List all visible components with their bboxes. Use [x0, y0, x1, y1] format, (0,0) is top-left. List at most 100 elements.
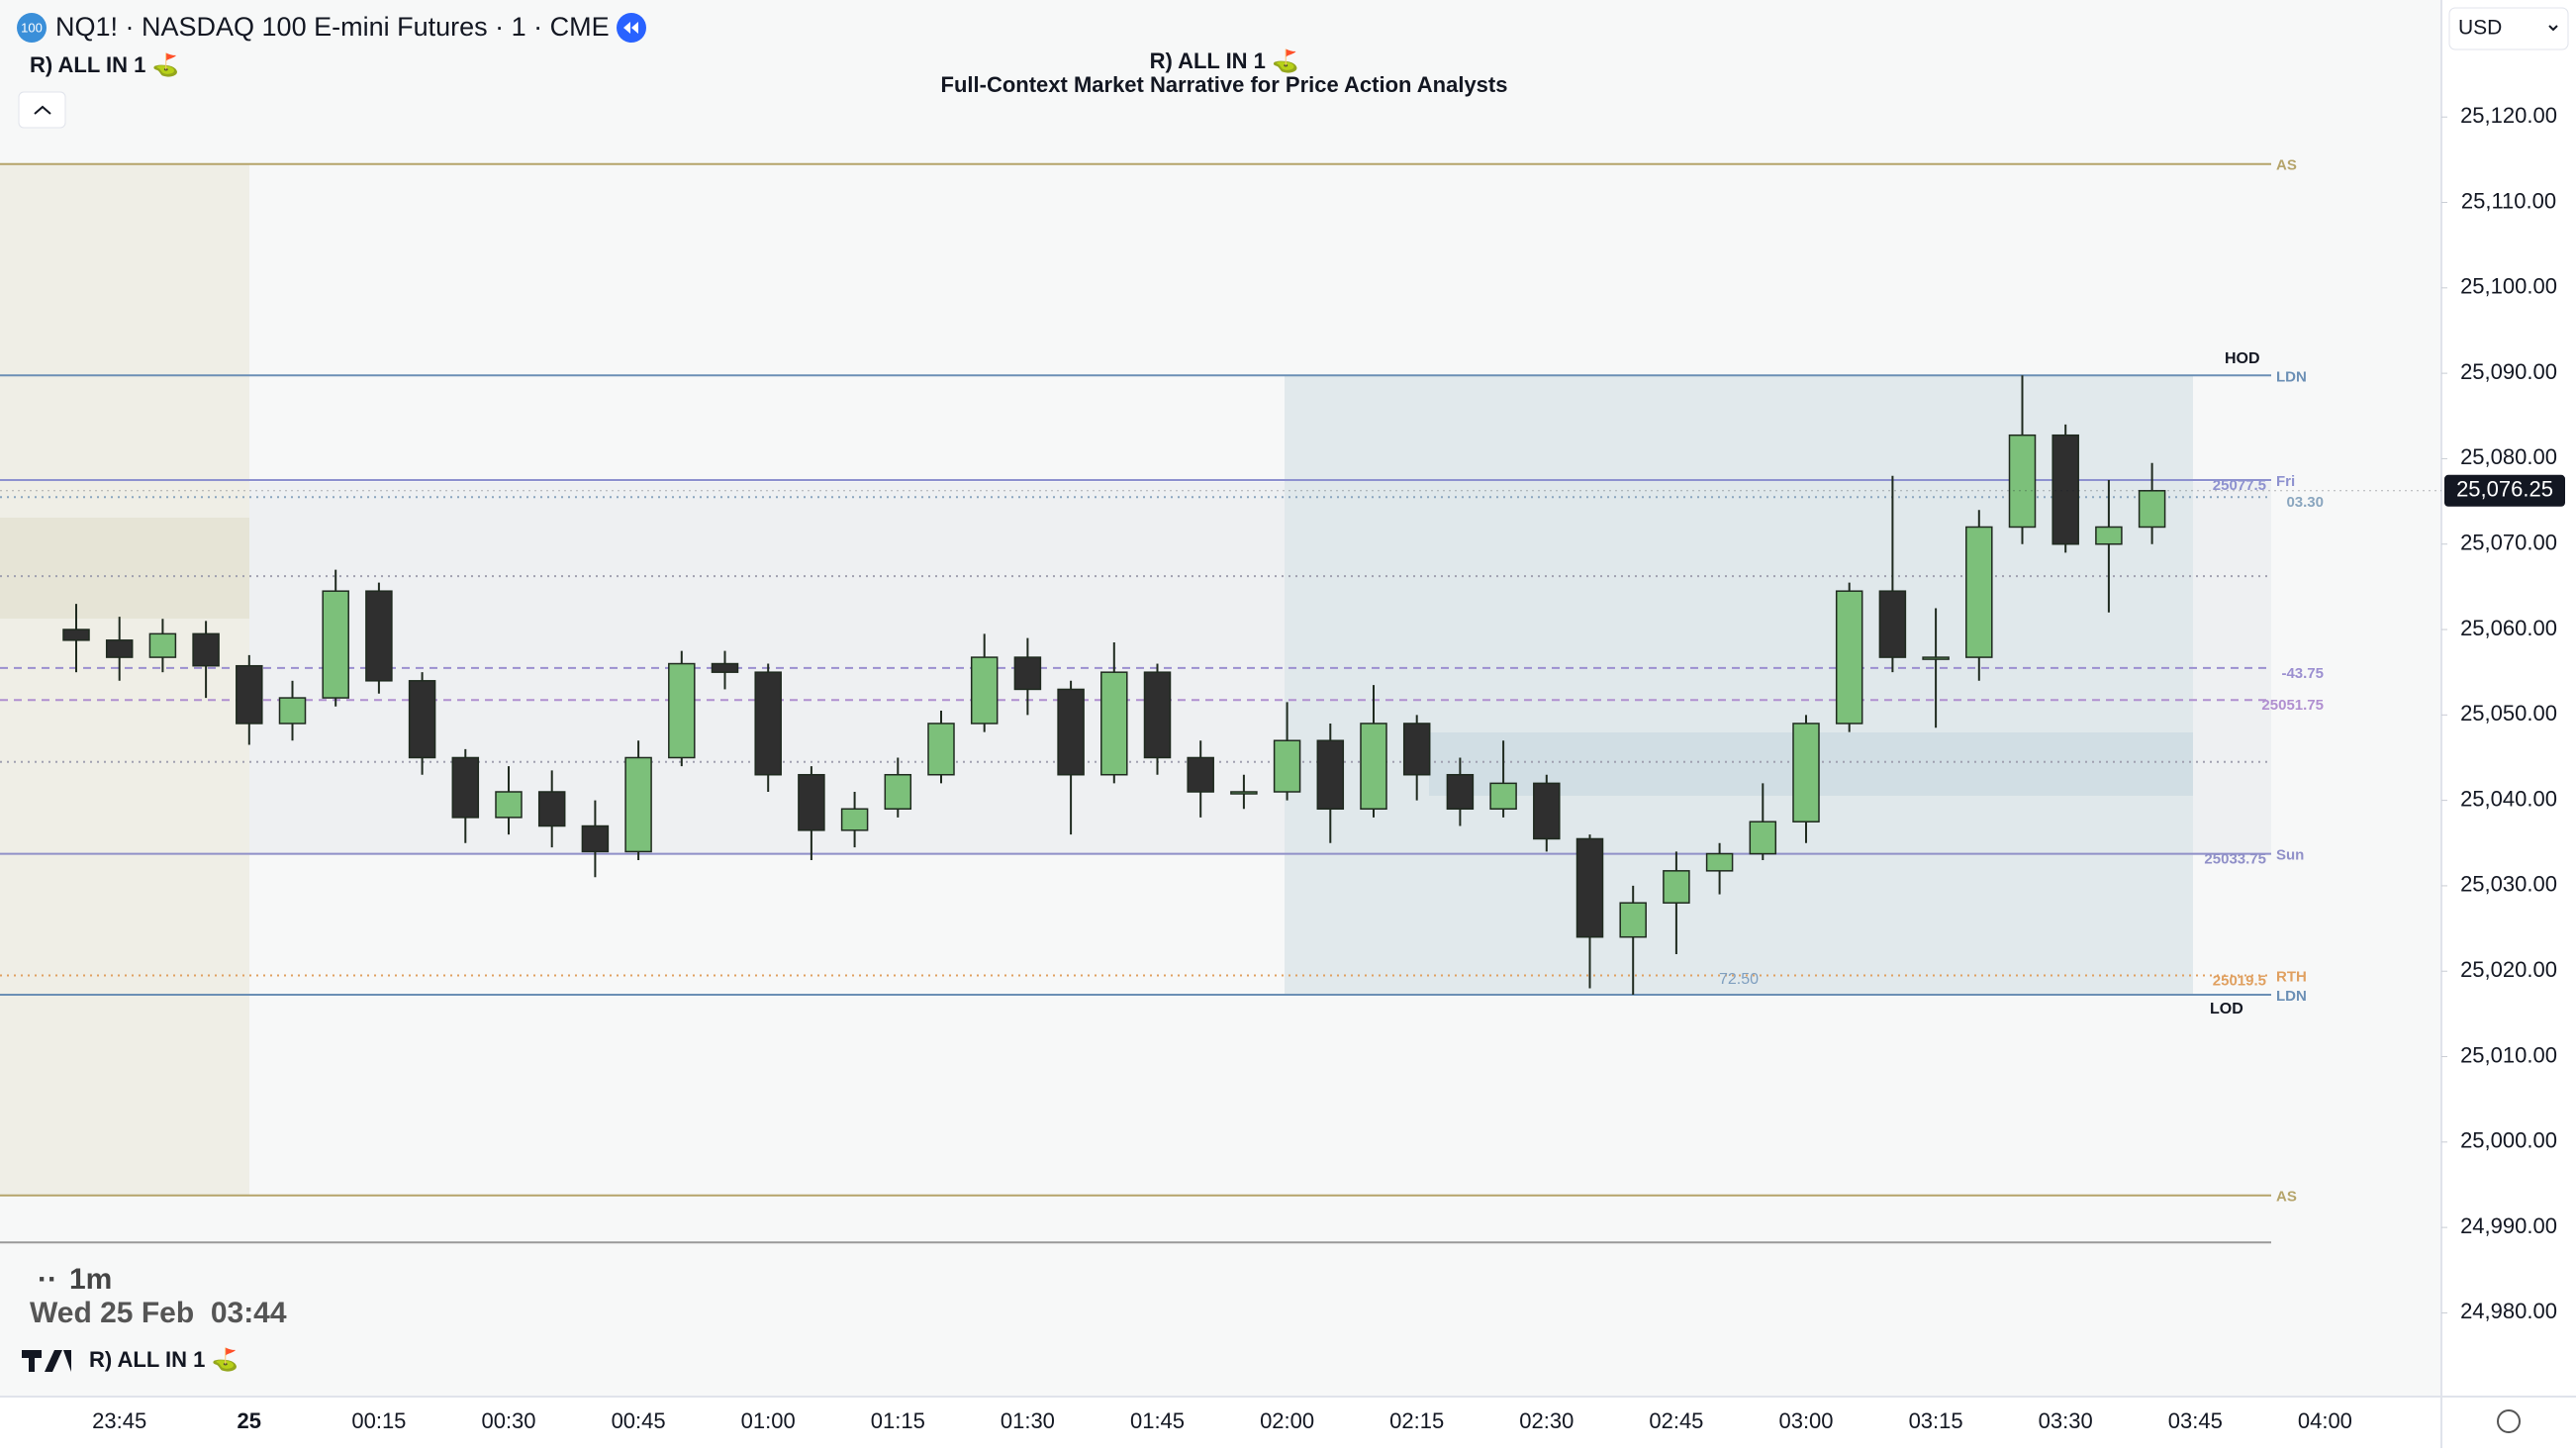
candle-body [1533, 782, 1561, 840]
y-tick-label: 25,000.00 [2460, 1128, 2557, 1153]
x-tick-label: 02:30 [1519, 1408, 1574, 1433]
x-tick-label: 03:30 [2039, 1408, 2093, 1433]
y-tick-label: 24,980.00 [2460, 1299, 2557, 1323]
candle-body [581, 824, 610, 853]
candle-body [1100, 671, 1128, 776]
candle-body [408, 680, 436, 759]
level-value: -43.75 [2281, 665, 2324, 682]
tv-logo [22, 1350, 71, 1372]
candle-body [754, 671, 782, 776]
candle-body [365, 590, 393, 682]
candle-body [278, 697, 307, 725]
candle-body [884, 773, 912, 811]
candle-body [1922, 656, 1950, 660]
candle-body [1446, 773, 1475, 811]
replay-glyph [623, 22, 638, 34]
x-tick-label: 03:15 [1909, 1408, 1963, 1433]
level-tag: RTH [2276, 969, 2307, 986]
candle-body [2138, 490, 2166, 529]
candle-body [668, 662, 696, 759]
y-tick-label: 25,090.00 [2460, 359, 2557, 384]
candle-body [1273, 739, 1301, 793]
y-tick-label: 25,120.00 [2460, 103, 2557, 128]
candle-body [1878, 590, 1907, 658]
x-tick-label: 00:15 [351, 1408, 406, 1433]
candle-body [322, 590, 349, 699]
candle-body [2008, 434, 2037, 529]
x-tick-label: 01:45 [1130, 1408, 1185, 1433]
candle-body [236, 664, 263, 725]
level-tag: AS [2276, 1189, 2297, 1206]
last-price-label: 25,076.25 [2456, 477, 2553, 502]
lod-label: LOD [2210, 1001, 2243, 1017]
indicator-subtitle: Full-Context Market Narrative for Price … [941, 72, 1508, 97]
currency-select[interactable] [2448, 7, 2569, 50]
last-price-box [2444, 474, 2565, 507]
y-tick-label: 25,020.00 [2460, 957, 2557, 982]
candle-body [711, 662, 739, 673]
candle-body [1792, 723, 1820, 823]
x-tick-label: 02:00 [1260, 1408, 1314, 1433]
dropdown-arrow [2548, 25, 2558, 32]
candle-body [840, 808, 869, 831]
candle-body [1663, 870, 1690, 904]
candle-body [2095, 526, 2123, 545]
x-tick-label: 23:45 [92, 1408, 146, 1433]
legend-indicator: R) ALL IN 1 ⛳ [89, 1347, 239, 1373]
level-tag: LDN [2276, 368, 2307, 385]
collapse-glyph [34, 105, 51, 115]
candle-body [1360, 723, 1387, 811]
dots: ·· [38, 1263, 57, 1296]
y-tick-label: 25,060.00 [2460, 616, 2557, 640]
x-tick-label: 00:30 [481, 1408, 535, 1433]
indicator-name[interactable]: R) ALL IN 1 ⛳ [30, 52, 179, 78]
candle-body [1230, 791, 1258, 795]
candle-body [1143, 671, 1172, 759]
x-tick-label: 03:45 [2168, 1408, 2223, 1433]
x-tick-label: 01:00 [741, 1408, 796, 1433]
candle-body [451, 756, 480, 819]
y-tick-label: 25,010.00 [2460, 1042, 2557, 1067]
level-tag: Fri [2276, 473, 2295, 490]
level-tag: AS [2276, 157, 2297, 174]
x-tick-label: 02:45 [1649, 1408, 1703, 1433]
candle-body [495, 791, 523, 819]
legend-interval: 1m [69, 1263, 112, 1296]
x-tick-label: 01:15 [871, 1408, 925, 1433]
candle-body [1402, 723, 1431, 776]
level-value: 25033.75 [2204, 851, 2266, 868]
y-tick-label: 24,990.00 [2460, 1213, 2557, 1238]
asia-zone [0, 518, 249, 619]
legend-datetime: Wed 25 Feb 03:44 [30, 1297, 287, 1329]
candle-body [1187, 756, 1214, 793]
candle-body [1835, 590, 1863, 725]
candle-body [1013, 656, 1042, 691]
level-tag: Sun [2276, 847, 2304, 864]
collapse-button[interactable] [18, 91, 66, 129]
y-tick-label: 25,100.00 [2460, 274, 2557, 299]
settings-icon[interactable] [2497, 1409, 2521, 1433]
candle-body [927, 723, 955, 776]
y-tick-label: 25,110.00 [2461, 188, 2556, 213]
candle-body [970, 656, 999, 725]
badge-text: 100 [21, 20, 43, 35]
candle-body [192, 632, 220, 667]
candle-body [148, 632, 177, 658]
candles [62, 375, 2166, 995]
symbol-title[interactable]: NQ1! · NASDAQ 100 E-mini Futures · 1 · C… [55, 12, 610, 42]
candle-body [105, 639, 134, 658]
london-session [1285, 375, 2193, 996]
candle-body [1316, 739, 1345, 811]
x-tick-label: 04:00 [2298, 1408, 2352, 1433]
axes: 24,980.00 24,990.00 25,000.00 25,010.00 25,0… [0, 103, 2565, 1433]
y-tick-label: 25,080.00 [2460, 444, 2557, 469]
x-tick-label: 03:00 [1778, 1408, 1833, 1433]
y-tick-label: 25,030.00 [2460, 872, 2557, 897]
x-tick-label: 02:15 [1389, 1408, 1444, 1433]
candle-body [1489, 782, 1517, 811]
level-tag: LDN [2276, 988, 2307, 1005]
range-label: 72.50 [1719, 971, 1759, 988]
y-tick-label: 25,040.00 [2460, 786, 2557, 811]
y-tick-label: 25,070.00 [2460, 531, 2557, 555]
